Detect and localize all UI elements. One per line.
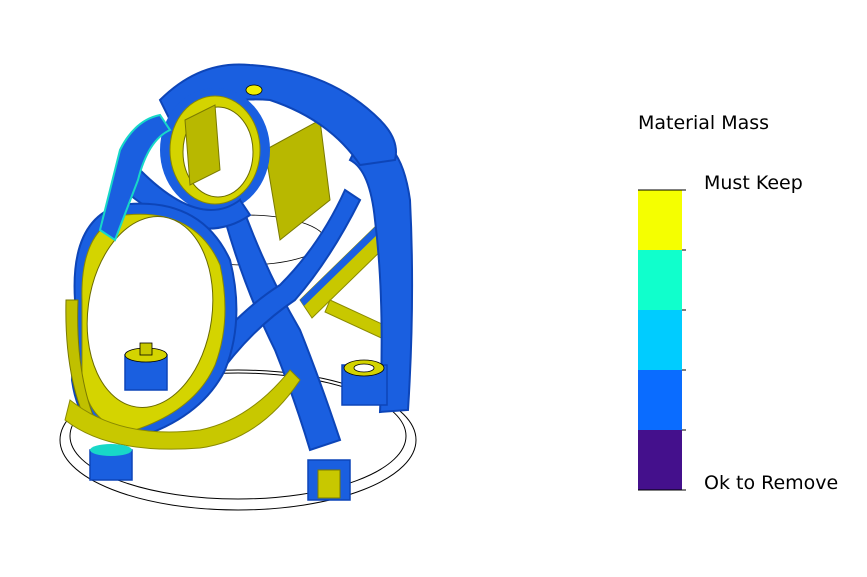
- foot-front-left: [89, 444, 133, 481]
- base-ring: [59, 369, 417, 511]
- upper-ring: [160, 84, 270, 212]
- legend-band-2: [638, 310, 682, 370]
- legend-ticks: [638, 189, 686, 491]
- foot-rear-right: [341, 359, 388, 406]
- legend-band-4: [638, 430, 682, 490]
- right-leg: [348, 137, 414, 414]
- front-ring: [65, 202, 238, 442]
- legend-band-3: [638, 370, 682, 430]
- base-plate: [64, 369, 301, 450]
- legend-title: Material Mass: [638, 112, 770, 134]
- foot-rear-left: [124, 342, 168, 391]
- legend-label-top: Must Keep: [704, 172, 803, 194]
- rear-panel: [264, 119, 331, 241]
- legend-band-1: [638, 250, 682, 310]
- cross-legs: [128, 168, 362, 452]
- legend-colorbar: [638, 190, 682, 490]
- legend-band-0: [638, 190, 682, 250]
- left-strut: [98, 113, 172, 242]
- legend-label-bottom: Ok to Remove: [704, 472, 839, 494]
- foot-front-right: [307, 459, 351, 501]
